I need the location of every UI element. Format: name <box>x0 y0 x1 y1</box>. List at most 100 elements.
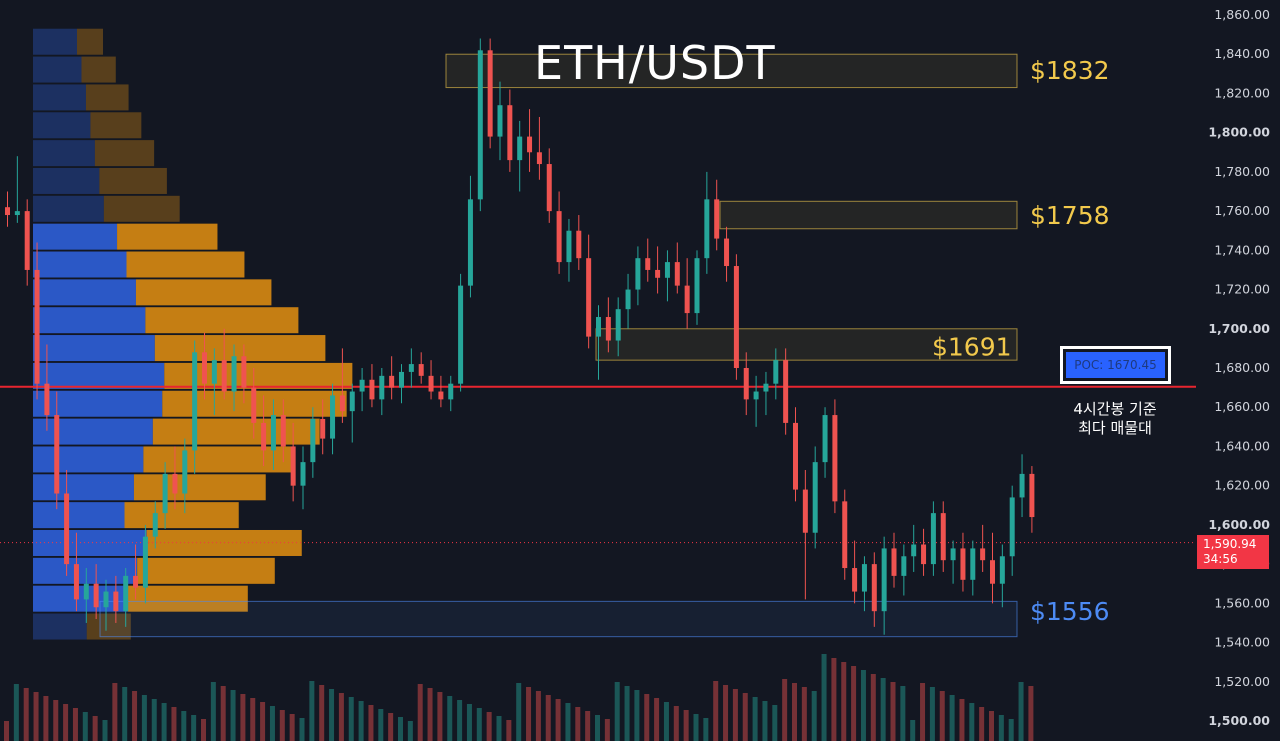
profile-buy-bar <box>33 474 134 501</box>
candle-body <box>566 230 572 263</box>
candle-body <box>152 513 158 537</box>
candle-body <box>625 289 631 310</box>
volume-bar <box>1008 719 1014 741</box>
candle-body <box>123 575 129 612</box>
candle-body <box>182 450 188 494</box>
profile-buy-bar <box>33 362 165 389</box>
profile-buy-bar <box>33 390 163 417</box>
y-tick-label: 1,560.00 <box>1214 595 1270 610</box>
volume-bar <box>1028 686 1034 741</box>
volume-bar <box>949 695 955 741</box>
poc-label: POC: 1670.45 <box>1066 352 1165 378</box>
volume-bar <box>506 720 512 741</box>
volume-bar <box>929 687 935 741</box>
candle-body <box>861 564 867 592</box>
candle-body <box>536 152 542 165</box>
volume-bar <box>437 692 443 741</box>
candle-body <box>389 375 395 388</box>
volume-bar <box>604 719 610 741</box>
volume-bar <box>900 686 906 741</box>
y-tick-label: 1,680.00 <box>1214 360 1270 375</box>
candle-body <box>280 415 286 447</box>
candle-body <box>990 560 995 584</box>
profile-buy-bar <box>33 446 144 473</box>
volume-bar <box>713 681 719 741</box>
volume-bar <box>427 688 433 741</box>
level-label: $1556 <box>1030 597 1110 626</box>
profile-buy-bar <box>33 585 128 612</box>
candle-body <box>704 199 710 259</box>
candle-body <box>655 269 661 278</box>
candle-body <box>674 262 680 286</box>
volume-bar <box>742 693 748 741</box>
level-zone <box>445 53 1018 89</box>
volume-profile <box>33 28 353 640</box>
profile-buy-bar <box>33 502 125 529</box>
candle-body <box>783 360 789 423</box>
candle-body <box>1019 473 1025 498</box>
y-tick-label: 1,660.00 <box>1214 399 1270 414</box>
candle-body <box>320 418 326 439</box>
volume-bar <box>969 703 975 741</box>
volume-bar <box>368 705 374 741</box>
profile-sell-bar <box>137 557 275 584</box>
y-tick-label: 1,540.00 <box>1214 635 1270 650</box>
candle-body <box>871 564 877 612</box>
candle-body <box>330 395 336 439</box>
candle-body <box>842 501 848 569</box>
poc-line <box>0 385 1196 544</box>
volume-bar <box>299 718 305 741</box>
volume-bar <box>466 704 472 741</box>
volume-bar <box>890 682 896 741</box>
volume-bar <box>279 710 285 741</box>
candle-body <box>438 391 444 400</box>
candle-body <box>1009 497 1015 557</box>
volume-bar <box>870 674 876 741</box>
candle-body <box>694 258 700 314</box>
volume-bar <box>4 721 9 741</box>
candle-body <box>261 422 267 451</box>
volume-bar <box>801 687 807 741</box>
profile-buy-bar <box>33 223 118 250</box>
volume-bar <box>43 696 49 741</box>
volume-bar <box>260 702 266 741</box>
volume-bar <box>210 682 216 741</box>
volume-bar <box>171 707 177 741</box>
y-tick-label: 1,760.00 <box>1214 203 1270 218</box>
volume-bar <box>240 694 246 741</box>
level-zone <box>99 600 1018 638</box>
candle-body <box>290 446 296 486</box>
volume-bar <box>112 683 118 741</box>
profile-sell-bar <box>127 585 248 612</box>
volume-bar <box>378 709 384 741</box>
volume-bar <box>752 697 758 741</box>
candle-body <box>940 513 946 561</box>
y-tick-label: 1,820.00 <box>1214 85 1270 100</box>
volume-bar <box>782 679 788 741</box>
volume-bar <box>683 710 689 741</box>
candle-body <box>802 489 808 533</box>
candle-body <box>812 462 818 533</box>
volume-bar <box>269 706 275 741</box>
profile-sell-bar <box>103 195 180 222</box>
profile-sell-bar <box>143 446 293 473</box>
profile-buy-bar <box>33 112 91 139</box>
candle-body <box>596 317 601 337</box>
volume-bar <box>220 686 226 741</box>
candle-body <box>64 493 70 565</box>
candle-body <box>793 422 798 490</box>
profile-buy-bar <box>33 418 153 445</box>
chart-title: ETH/USDT <box>534 36 776 90</box>
volume-bar <box>959 699 965 741</box>
profile-buy-bar <box>33 613 87 640</box>
current-price-value: 1,590.94 <box>1203 537 1257 551</box>
volume-bar <box>811 691 817 741</box>
profile-sell-bar <box>90 112 142 139</box>
volume-bar <box>388 713 394 741</box>
volume-bar <box>289 714 295 741</box>
y-tick-label: 1,860.00 <box>1214 7 1270 22</box>
profile-sell-bar <box>85 84 129 111</box>
candle-body <box>714 199 720 239</box>
candle-body <box>54 415 60 494</box>
candle-body <box>664 262 670 278</box>
